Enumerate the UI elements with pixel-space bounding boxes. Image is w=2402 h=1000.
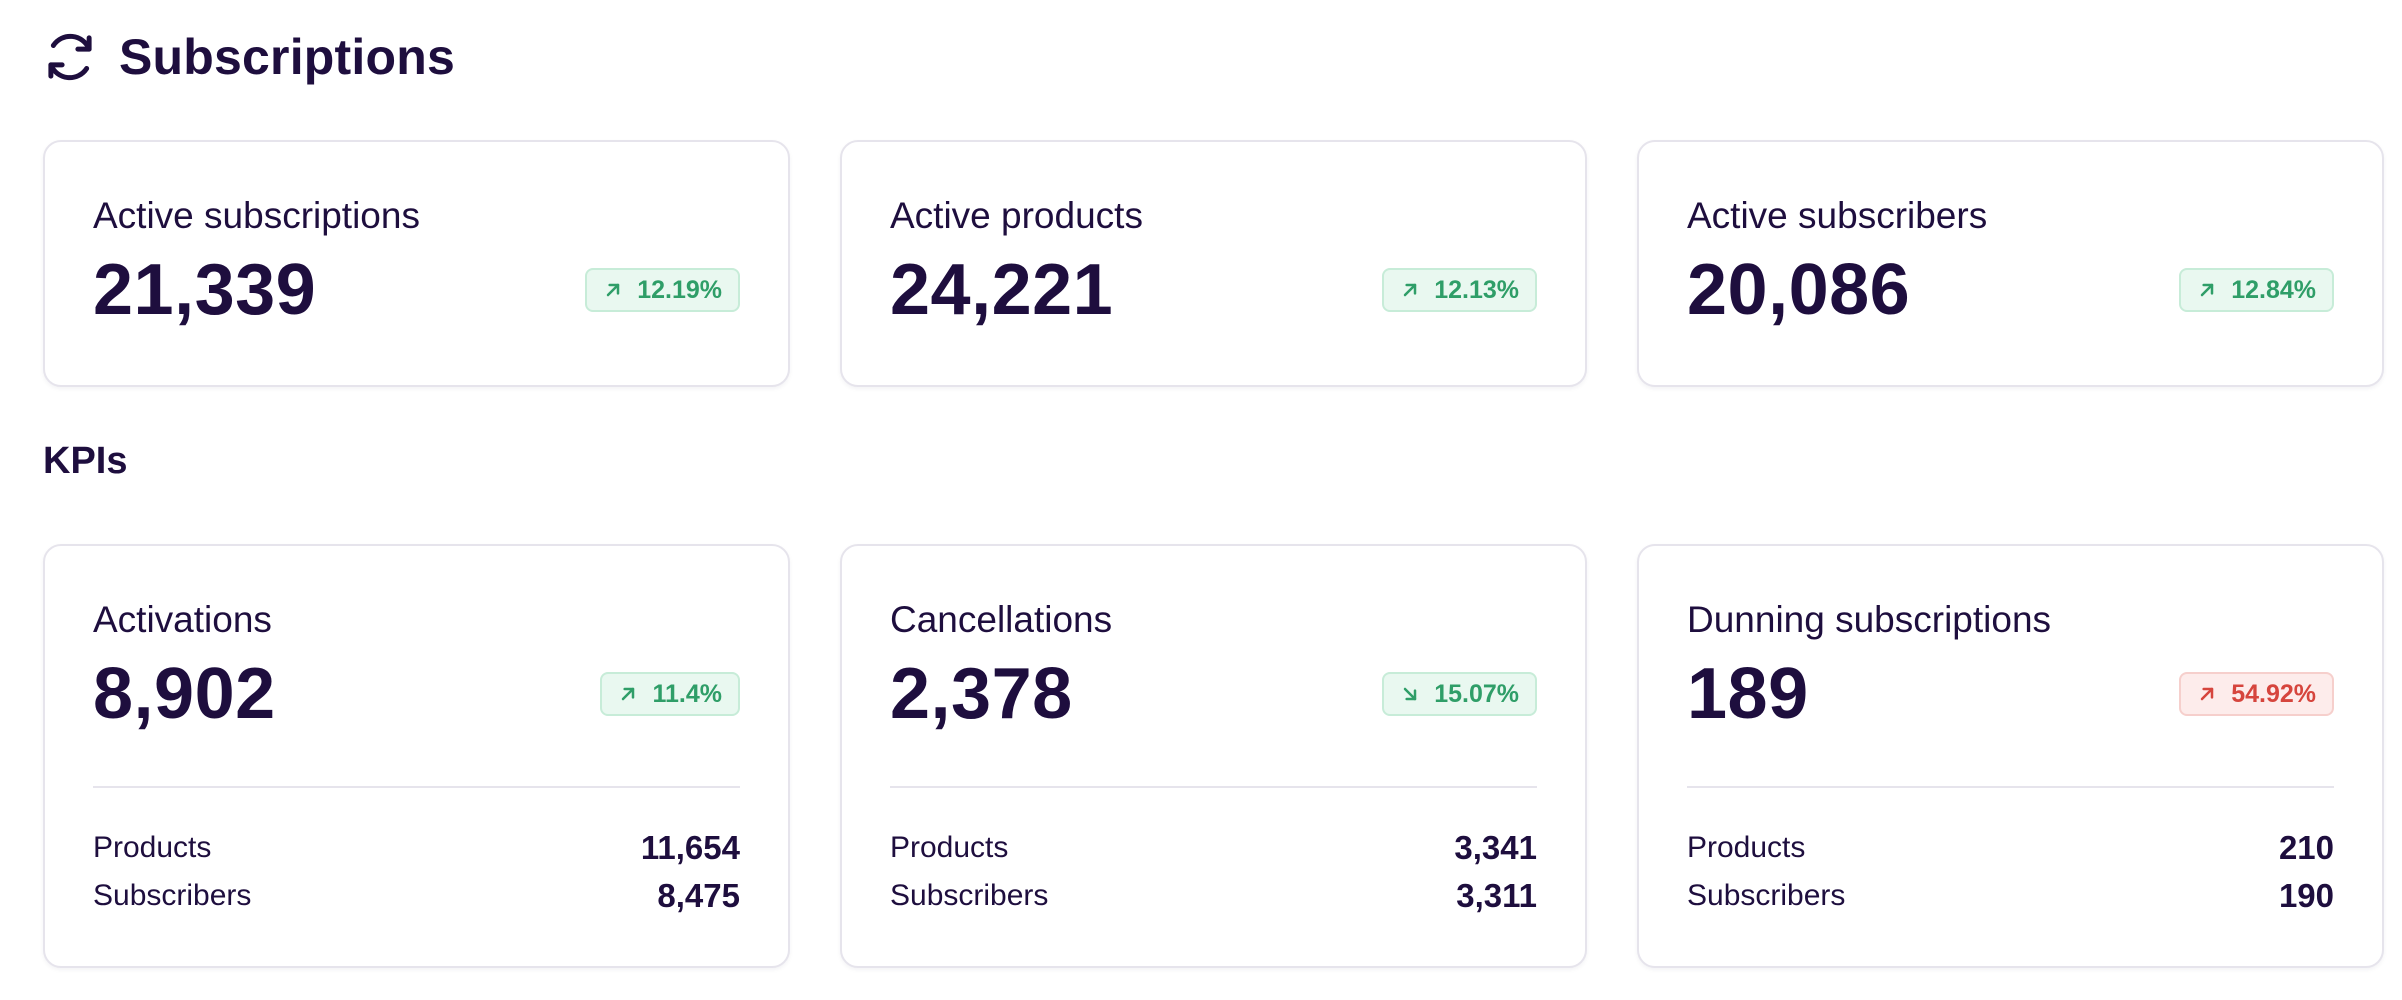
subscribers-value: 8,475 xyxy=(657,877,740,914)
card-label: Cancellations xyxy=(890,599,1113,640)
products-label: Products xyxy=(93,831,212,864)
products-row: Products 210 xyxy=(1687,824,2334,872)
change-value: 54.92% xyxy=(2231,679,2316,708)
kpi-card-dunning-subscriptions[interactable]: Dunning subscriptions 189 54.92% Product… xyxy=(1637,544,2384,968)
page-title: Subscriptions xyxy=(119,29,455,85)
arrow-up-right-icon xyxy=(2200,687,2214,701)
products-value: 210 xyxy=(2278,829,2334,866)
kpi-card-activations[interactable]: Activations 8,902 11.4% Products 11,654 … xyxy=(43,544,790,968)
summary-cards: Active subscriptions 21,339 12.19% Activ… xyxy=(43,140,2384,387)
kpi-cards: Activations 8,902 11.4% Products 11,654 … xyxy=(43,544,2384,968)
page-header: Subscriptions xyxy=(43,28,455,86)
card-label: Active subscribers xyxy=(1687,195,1988,236)
change-value: 12.13% xyxy=(1434,275,1519,304)
products-value: 3,341 xyxy=(1454,829,1537,866)
subscribers-label: Subscribers xyxy=(890,879,1049,912)
change-badge: 12.19% xyxy=(585,268,740,312)
arrow-up-right-icon xyxy=(606,283,620,297)
summary-card-active-products[interactable]: Active products 24,221 12.13% xyxy=(840,140,1587,387)
card-value: 21,339 xyxy=(93,250,317,330)
products-label: Products xyxy=(890,831,1009,864)
subscribers-label: Subscribers xyxy=(1687,879,1846,912)
change-value: 12.84% xyxy=(2231,275,2316,304)
subscribers-row: Subscribers 3,311 xyxy=(890,872,1537,920)
change-badge: 12.13% xyxy=(1382,268,1537,312)
arrow-up-right-icon xyxy=(1403,283,1417,297)
divider xyxy=(890,786,1537,788)
arrow-up-right-icon xyxy=(622,687,635,701)
card-label: Active subscriptions xyxy=(93,195,420,236)
change-badge: 54.92% xyxy=(2179,672,2334,716)
card-value: 20,086 xyxy=(1687,250,1911,330)
change-badge: 15.07% xyxy=(1382,672,1537,716)
kpi-card-cancellations[interactable]: Cancellations 2,378 15.07% Products 3,34… xyxy=(840,544,1587,968)
card-value: 189 xyxy=(1687,654,1809,734)
subscribers-label: Subscribers xyxy=(93,879,252,912)
card-label: Active products xyxy=(890,195,1143,236)
subscribers-row: Subscribers 190 xyxy=(1687,872,2334,920)
subscribers-row: Subscribers 8,475 xyxy=(93,872,740,920)
refresh-icon[interactable] xyxy=(43,30,97,84)
card-value: 8,902 xyxy=(93,654,276,734)
change-badge: 11.4% xyxy=(600,672,740,716)
products-value: 11,654 xyxy=(640,829,740,866)
subscribers-value: 190 xyxy=(2278,877,2334,914)
card-label: Dunning subscriptions xyxy=(1687,599,2052,640)
card-value: 2,378 xyxy=(890,654,1073,734)
divider xyxy=(93,786,740,788)
change-badge: 12.84% xyxy=(2179,268,2334,312)
summary-card-active-subscribers[interactable]: Active subscribers 20,086 12.84% xyxy=(1637,140,2384,387)
arrow-down-right-icon xyxy=(1403,687,1417,701)
change-value: 15.07% xyxy=(1434,679,1519,708)
subscribers-value: 3,311 xyxy=(1456,877,1537,914)
divider xyxy=(1687,786,2334,788)
summary-card-active-subscriptions[interactable]: Active subscriptions 21,339 12.19% xyxy=(43,140,790,387)
card-value: 24,221 xyxy=(890,250,1114,330)
products-row: Products 3,341 xyxy=(890,824,1537,872)
change-value: 11.4% xyxy=(652,679,722,708)
products-label: Products xyxy=(1687,831,1806,864)
kpis-section-title: KPIs xyxy=(43,440,128,482)
change-value: 12.19% xyxy=(637,275,722,304)
products-row: Products 11,654 xyxy=(93,824,740,872)
arrow-up-right-icon xyxy=(2200,283,2214,297)
card-label: Activations xyxy=(93,599,272,640)
